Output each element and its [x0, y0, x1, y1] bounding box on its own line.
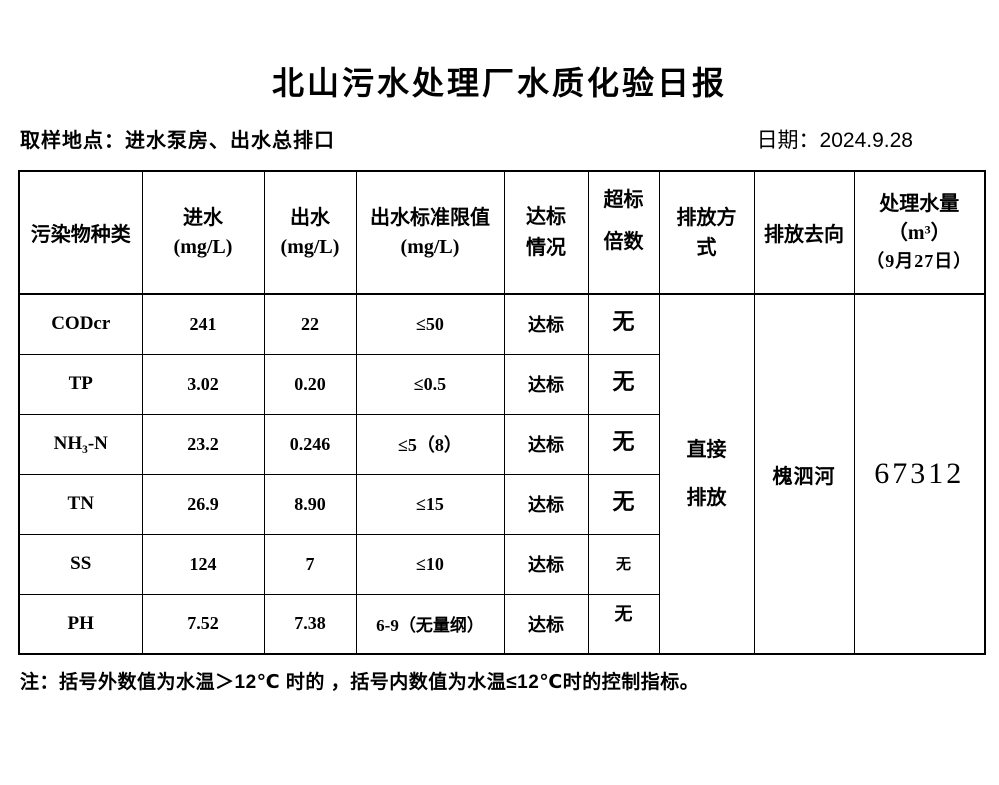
- compliance-cell: 达标: [503, 533, 589, 595]
- compliance-cell: 达标: [503, 413, 589, 475]
- effluent-cell: 0.246: [263, 413, 357, 475]
- header-influent-line2: (mg/L): [173, 235, 233, 258]
- header-limit-line1: 出水标准限值: [370, 206, 490, 229]
- limit-cell: ≤0.5: [355, 353, 505, 415]
- influent-cell: 241: [141, 293, 265, 355]
- discharge-mode-line1: 直接: [686, 439, 727, 461]
- header-limit-line2: (mg/L): [400, 235, 460, 258]
- influent-cell: 26.9: [141, 473, 265, 535]
- influent-cell: 23.2: [141, 413, 265, 475]
- exceed-cell: 无: [587, 413, 660, 475]
- table-row: TP 3.02 0.20 ≤0.5 达标 无: [18, 353, 985, 415]
- discharge-destination-cell: 槐泗河: [753, 293, 855, 655]
- header-discharge-mode: 排放方 式: [658, 170, 755, 295]
- exceed-cell: 无: [587, 593, 660, 655]
- header-compliance-line2: 情况: [526, 236, 566, 259]
- header-treated-volume: 处理水量 （m³） （9月27日）: [853, 170, 986, 295]
- limit-cell: ≤5（8）: [355, 413, 505, 475]
- pollutant-cell: SS: [18, 533, 143, 595]
- table-row: SS 124 7 ≤10 达标 无: [18, 533, 985, 595]
- pollutant-cell: PH: [18, 593, 143, 655]
- influent-cell: 7.52: [141, 593, 265, 655]
- exceed-cell: 无: [587, 293, 660, 355]
- header-compliance: 达标 情况: [503, 170, 589, 295]
- effluent-cell: 7.38: [263, 593, 357, 655]
- limit-cell: 6-9（无量纲）: [355, 593, 505, 655]
- header-influent-line1: 进水: [183, 206, 223, 229]
- header-effluent: 出水 (mg/L): [263, 170, 357, 295]
- header-influent: 进水 (mg/L): [141, 170, 265, 295]
- pollutant-cell: CODcr: [18, 293, 143, 355]
- compliance-cell: 达标: [503, 473, 589, 535]
- footnote: 注：括号外数值为水温＞12℃ 时的 ，括号内数值为水温≤12℃时的控制指标。: [20, 672, 700, 693]
- limit-cell: ≤50: [355, 293, 505, 355]
- influent-cell: 3.02: [141, 353, 265, 415]
- header-treated-volume-line3: （9月27日）: [866, 251, 973, 272]
- page-title: 北山污水处理厂水质化验日报: [271, 65, 727, 101]
- effluent-cell: 7: [263, 533, 357, 595]
- sampling-location-label: 取样地点：进水泵房、出水总排口: [20, 130, 335, 152]
- header-compliance-line1: 达标: [526, 205, 566, 228]
- table-row: TN 26.9 8.90 ≤15 达标 无: [18, 473, 985, 535]
- header-discharge-destination: 排放去向: [753, 170, 855, 295]
- table-row: NH₃-N 23.2 0.246 ≤5（8） 达标 无: [18, 413, 985, 475]
- compliance-cell: 达标: [503, 353, 589, 415]
- table-row: CODcr 241 22 ≤50 达标 无 直接 排放 槐泗河 67312: [18, 293, 986, 655]
- pollutant-cell: TN: [18, 473, 143, 535]
- meta-row: 取样地点：进水泵房、出水总排口 日期：2024.9.28: [20, 124, 981, 154]
- header-exceed-line2: 倍数: [603, 231, 644, 253]
- header-treated-volume-line1: 处理水量: [879, 193, 960, 216]
- effluent-cell: 0.20: [263, 353, 357, 415]
- effluent-cell: 8.90: [263, 473, 357, 535]
- header-limit: 出水标准限值 (mg/L): [355, 170, 505, 295]
- compliance-cell: 达标: [503, 593, 589, 655]
- water-quality-table: 污染物种类 进水 (mg/L) 出水 (mg/L) 出水标准限值 (mg/L) …: [18, 170, 986, 655]
- header-effluent-line1: 出水: [290, 206, 330, 229]
- header-pollutant: 污染物种类: [18, 170, 143, 295]
- exceed-cell: 无: [587, 473, 660, 535]
- treated-volume-cell: 67312: [853, 293, 986, 655]
- compliance-cell: 达标: [503, 293, 589, 355]
- pollutant-cell: TP: [18, 353, 143, 415]
- header-discharge-mode-line2: 式: [696, 236, 717, 259]
- pollutant-cell: NH₃-N: [18, 413, 143, 475]
- header-exceed-line1: 超标: [603, 189, 644, 211]
- effluent-cell: 22: [263, 293, 357, 355]
- exceed-cell: 无: [587, 353, 660, 415]
- header-treated-volume-line2: （m³）: [887, 222, 951, 245]
- limit-cell: ≤10: [355, 533, 505, 595]
- header-discharge-mode-line1: 排放方: [676, 206, 737, 229]
- report-date-label: 日期：2024.9.28: [756, 129, 913, 152]
- discharge-mode-cell: 直接 排放: [658, 293, 755, 655]
- influent-cell: 124: [141, 533, 265, 595]
- limit-cell: ≤15: [355, 473, 505, 535]
- header-exceed: 超标 倍数: [587, 170, 660, 295]
- header-effluent-line2: (mg/L): [280, 235, 340, 258]
- header-row: 污染物种类 进水 (mg/L) 出水 (mg/L) 出水标准限值 (mg/L) …: [18, 170, 986, 295]
- discharge-mode-line2: 排放: [686, 487, 727, 509]
- exceed-cell: 无: [587, 533, 660, 595]
- table-row: PH 7.52 7.38 6-9（无量纲） 达标 无: [18, 593, 985, 655]
